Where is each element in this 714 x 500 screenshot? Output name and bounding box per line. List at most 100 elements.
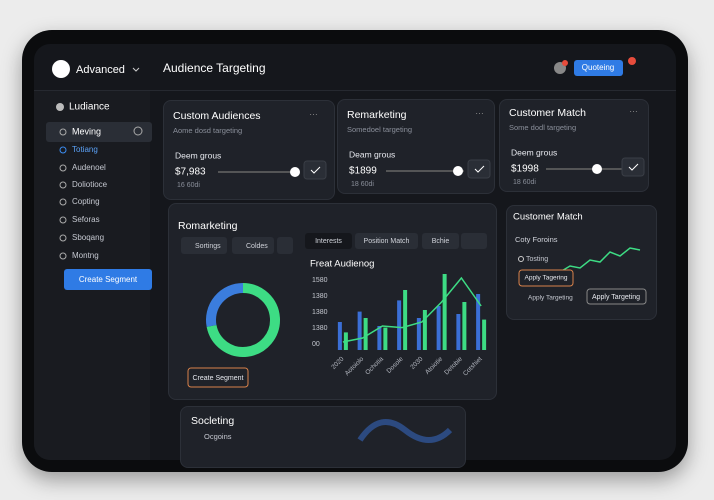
nav-item[interactable]: Sboqang xyxy=(72,233,104,242)
tab-dropdown[interactable] xyxy=(461,233,487,249)
brand-name: Advanced xyxy=(76,64,125,76)
match-label: Coty Foroins xyxy=(515,235,558,244)
tab[interactable] xyxy=(305,233,352,249)
nav-icon xyxy=(59,146,67,154)
card xyxy=(337,99,495,194)
apply-label[interactable]: Apply Targeting xyxy=(528,295,573,302)
nav-item[interactable]: Seforas xyxy=(72,215,100,224)
filter-button[interactable] xyxy=(232,237,274,254)
bar-green xyxy=(403,290,408,350)
card-label: Deem grous xyxy=(511,147,557,157)
check-button[interactable] xyxy=(303,160,327,180)
card-note: 18 60di xyxy=(351,181,374,188)
check-icon xyxy=(310,166,321,174)
nav-item[interactable]: Montng xyxy=(72,251,99,260)
nav-item[interactable]: Copting xyxy=(72,197,100,206)
check-icon xyxy=(628,163,639,171)
card xyxy=(499,99,649,192)
bar-green xyxy=(462,302,467,350)
nav-item[interactable]: Totiang xyxy=(72,145,98,154)
x-tick-label: Atoiotie xyxy=(424,355,445,376)
tab[interactable] xyxy=(422,233,459,249)
tab-label[interactable]: Position Match xyxy=(364,238,410,245)
y-tick-label: 1580 xyxy=(312,277,328,284)
card-subtitle: Some dodl targeting xyxy=(509,123,576,132)
x-tick-label: Aotoiolo xyxy=(344,355,366,377)
apply-label[interactable]: Apply Targeting xyxy=(592,294,640,301)
y-tick-label: 1380 xyxy=(312,293,328,300)
card-subtitle: Aome dosd targeting xyxy=(173,126,242,135)
card-amount: $1899 xyxy=(349,166,377,177)
nav-item[interactable]: Doliotioce xyxy=(72,180,108,189)
check-button[interactable] xyxy=(467,159,491,179)
apply-button[interactable] xyxy=(518,269,574,287)
x-tick-label: 2020 xyxy=(330,355,345,370)
sidebar-title: Ludiance xyxy=(69,102,110,113)
alert-dot xyxy=(628,57,636,65)
brand-logo xyxy=(52,60,70,78)
tab-label[interactable]: Interests xyxy=(315,238,342,245)
tab[interactable] xyxy=(355,233,418,249)
bar-blue xyxy=(476,294,481,350)
x-tick-label: Ochotia xyxy=(364,355,385,376)
nav-item[interactable]: Audenoel xyxy=(72,163,106,172)
nav-icon xyxy=(59,252,67,260)
selected-row xyxy=(46,122,152,142)
filter-button[interactable] xyxy=(181,237,227,254)
bar-green xyxy=(383,327,388,350)
panel-title: Customer Match xyxy=(513,212,583,223)
bar-blue xyxy=(357,311,362,350)
card xyxy=(163,100,335,200)
create-segment-button[interactable] xyxy=(64,269,152,290)
donut-segment xyxy=(206,283,244,327)
apply-button[interactable] xyxy=(586,288,647,305)
y-tick-label: 1380 xyxy=(312,325,328,332)
create-segment-button[interactable] xyxy=(187,367,249,388)
check-icon xyxy=(474,165,485,173)
decor-wave xyxy=(357,419,453,443)
nav-item[interactable]: Meving xyxy=(72,126,101,136)
y-tick-label: 1380 xyxy=(312,309,328,316)
bottom-item: Ocgoins xyxy=(204,432,232,441)
nav-icon xyxy=(59,198,67,206)
slider-knob[interactable] xyxy=(290,167,300,177)
radio[interactable] xyxy=(518,256,524,262)
match-option[interactable]: Tosting xyxy=(526,256,548,263)
page-title: Audience Targeting xyxy=(163,61,266,75)
header-button-label[interactable]: Quoteing xyxy=(582,63,614,72)
bar-blue xyxy=(436,306,441,350)
y-tick-label: 00 xyxy=(312,341,320,348)
slider-knob[interactable] xyxy=(453,166,463,176)
slider-knob[interactable] xyxy=(592,164,602,174)
bar-blue xyxy=(377,326,382,350)
apply-label[interactable]: Apply Tagering xyxy=(525,275,568,282)
check-button[interactable] xyxy=(621,157,645,177)
filter-label[interactable]: Coldes xyxy=(246,243,268,250)
filter-label[interactable]: Sortings xyxy=(195,243,221,250)
bar-blue xyxy=(337,322,342,350)
card-note: 18 60di xyxy=(513,179,536,186)
card-label: Deem grous xyxy=(175,150,221,160)
bar-blue xyxy=(416,318,421,350)
card-amount: $1998 xyxy=(511,164,539,175)
donut-segment xyxy=(206,283,280,357)
bar-green xyxy=(422,310,427,350)
nav-icon xyxy=(59,164,67,172)
nav-icon xyxy=(59,128,67,136)
check-button[interactable] xyxy=(277,237,293,254)
create-segment-label[interactable]: Create Segment xyxy=(79,275,138,284)
create-segment-label[interactable]: Create Segment xyxy=(193,375,244,382)
card-menu: … xyxy=(629,104,638,114)
card-title: Remarketing xyxy=(347,109,407,121)
chart-title: Freat Audienog xyxy=(310,259,374,270)
bar-green xyxy=(363,318,368,350)
header-button[interactable] xyxy=(574,60,623,76)
card-title: Custom Audiences xyxy=(173,110,261,122)
bar-green xyxy=(482,319,487,350)
bar-blue xyxy=(456,314,461,350)
card-subtitle: Somedoel targeting xyxy=(347,125,412,134)
card-menu: … xyxy=(475,106,484,116)
tab-label[interactable]: Bchie xyxy=(432,238,450,245)
brand-caret xyxy=(132,67,140,72)
